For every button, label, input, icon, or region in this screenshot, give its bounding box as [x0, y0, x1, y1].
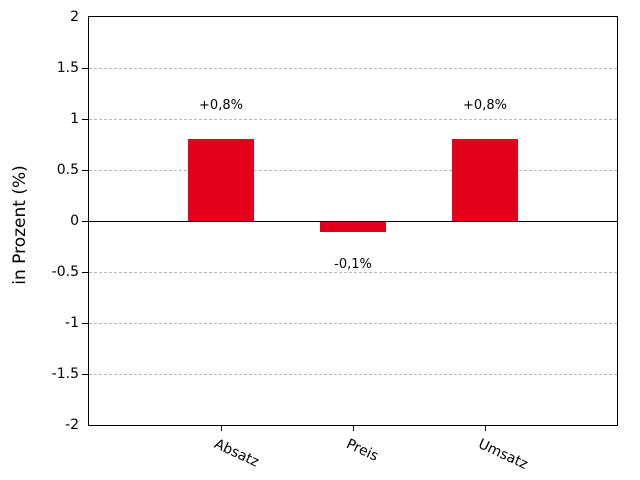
gridline	[89, 170, 617, 171]
bar	[452, 139, 518, 221]
y-tick-label: 2	[70, 9, 79, 25]
bar-value-label: +0,8%	[463, 98, 507, 113]
x-tick	[485, 425, 486, 431]
y-tick	[82, 272, 88, 273]
y-tick-label: -1.5	[51, 366, 79, 382]
y-tick	[82, 221, 88, 222]
y-tick	[82, 170, 88, 171]
y-tick	[82, 119, 88, 120]
plot-area: 2 1.5 1 0.5 0 -0.5 -1 -1.5 -2 +0,8% Absatz -0,1% Pre…	[52, 9, 618, 473]
gridline	[89, 68, 617, 69]
gridline	[89, 374, 617, 375]
bar	[320, 222, 386, 232]
x-tick	[221, 425, 222, 431]
y-tick	[82, 323, 88, 324]
y-tick-label: 0	[70, 213, 79, 229]
x-tick-label: Preis	[343, 436, 381, 465]
bar-value-label: -0,1%	[334, 257, 372, 272]
x-tick	[353, 425, 354, 431]
y-tick	[82, 68, 88, 69]
y-tick-label: -2	[65, 417, 79, 433]
y-tick-label: -1	[65, 315, 79, 331]
y-tick-label: 0.5	[56, 162, 79, 178]
y-tick-label: 1.5	[56, 60, 79, 76]
bar-value-label: +0,8%	[199, 98, 243, 113]
gridline	[89, 272, 617, 273]
bar	[188, 139, 254, 221]
y-tick-label: -0.5	[51, 264, 79, 280]
zero-axis-line	[89, 221, 617, 222]
gridline	[89, 119, 617, 120]
y-tick-label: 1	[70, 111, 79, 127]
gridline	[89, 323, 617, 324]
y-tick	[82, 374, 88, 375]
x-tick-label: Absatz	[211, 436, 262, 471]
x-tick-label: Umsatz	[475, 436, 531, 473]
